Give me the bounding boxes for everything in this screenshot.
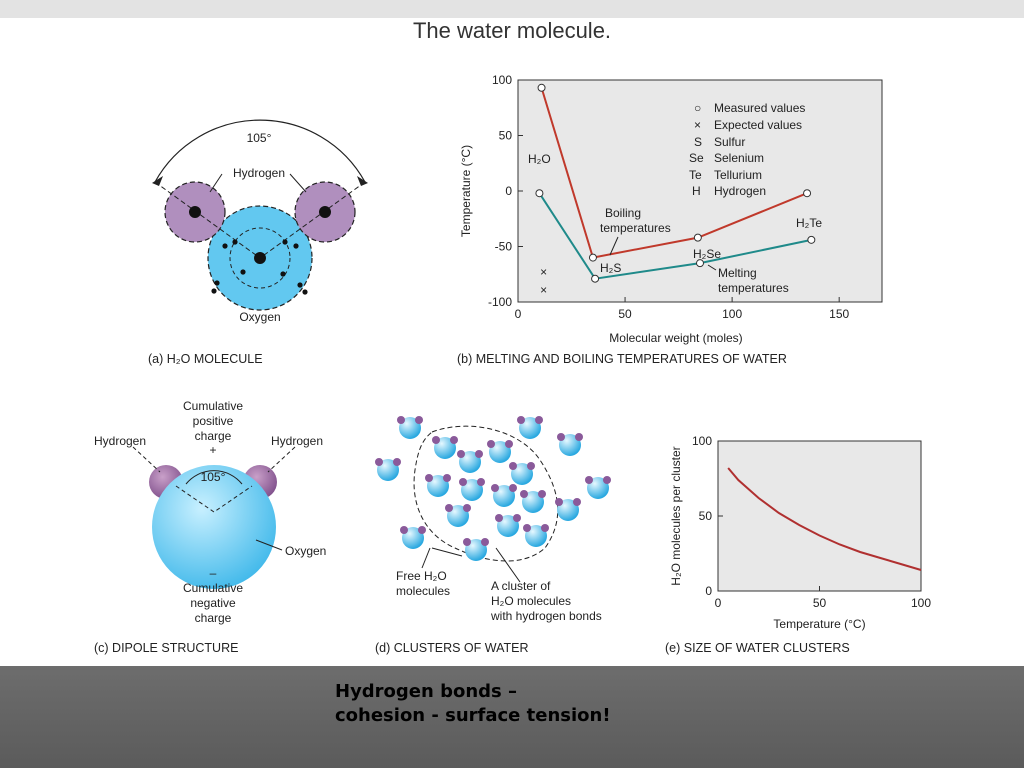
data-point [807, 235, 816, 244]
legend-text: Tellurium [714, 168, 762, 182]
slide-caption: Hydrogen bonds – cohesion - surface tens… [335, 680, 611, 728]
annot-h2s: H₂S [600, 261, 621, 275]
angle-arc [154, 119, 366, 183]
data-point [588, 253, 597, 262]
slide-title: The water molecule. [412, 18, 612, 43]
neg-charge-1: Cumulative [183, 581, 243, 595]
x-tick-label: 50 [813, 596, 827, 610]
minus-sign: – [210, 566, 217, 580]
angle-label-a: 105° [247, 131, 272, 145]
bottom-band [0, 666, 1024, 768]
cluster-label-2: H₂O molecules [491, 594, 571, 608]
series-line-cluster-size [727, 467, 922, 571]
oxygen-label-a: Oxygen [239, 310, 280, 324]
data-point [591, 274, 600, 283]
expected-point: × [540, 265, 547, 279]
slide-canvas: The water molecule. [0, 18, 1024, 666]
chart-e-plot-area [717, 440, 922, 592]
legend-text: Selenium [714, 151, 764, 165]
legend-symbol: Te [689, 168, 702, 182]
x-tick-label: 0 [515, 307, 522, 321]
chart-cluster-size: 100 50 00 50 100 Temperature (°C) H₂O molecule… [665, 434, 931, 655]
annot-h2o: H₂O [528, 152, 551, 166]
panel-d-clusters: Free H₂O molecules A cluster of H₂O mole… [375, 416, 611, 655]
panel-c-dipole: Cumulative positive charge + 105° Hydrog… [94, 399, 326, 655]
series-line-boiling [540, 87, 808, 259]
melting-label-1: Melting [718, 266, 757, 280]
x-axis-label: Temperature (°C) [773, 617, 865, 631]
plus-sign: + [209, 443, 216, 457]
x-tick-label: 100 [722, 307, 742, 321]
x-tick-label: 0 [715, 596, 722, 610]
angle-label-c: 105° [201, 470, 226, 484]
data-point [696, 259, 704, 268]
series-line-melting [538, 192, 812, 280]
figure: 105° [94, 73, 931, 655]
y-tick-label: 100 [492, 73, 512, 87]
panel-a-molecule: 105° [148, 119, 368, 366]
data-point [535, 189, 544, 198]
free-label-1: Free H₂O [396, 569, 447, 583]
melting-label-2: temperatures [718, 281, 789, 295]
boiling-label-2: temperatures [600, 221, 671, 235]
caption-b: (b) MELTING AND BOILING TEMPERATURES OF … [457, 352, 787, 366]
cluster-label-3: with hydrogen bonds [490, 609, 602, 623]
caption-e: (e) SIZE OF WATER CLUSTERS [665, 641, 850, 655]
annot-h2te: H₂Te [796, 216, 822, 230]
hydrogen-label-c-left: Hydrogen [94, 434, 146, 448]
hydrogen-label-c-right: Hydrogen [271, 434, 323, 448]
free-label-2: molecules [396, 584, 450, 598]
data-point [693, 233, 702, 242]
top-bar [0, 0, 1024, 18]
chart-b-legend: ○ Measured values × Expected values S Su… [689, 101, 805, 198]
y-tick-label: 0 [705, 584, 712, 598]
data-point [803, 189, 812, 198]
legend-symbol: × [694, 118, 701, 132]
pos-charge-2: positive [193, 414, 234, 428]
caption-c: (c) DIPOLE STRUCTURE [94, 641, 238, 655]
pos-charge-3: charge [195, 429, 232, 443]
boiling-label-1: Boiling [605, 206, 641, 220]
legend-text: Sulfur [714, 135, 745, 149]
x-tick-label: 50 [618, 307, 632, 321]
legend-symbol: ○ [694, 101, 701, 115]
legend-symbol: H [692, 184, 701, 198]
y-tick-label: 100 [692, 434, 712, 448]
y-tick-label: -50 [495, 240, 513, 254]
legend-text: Hydrogen [714, 184, 766, 198]
caption-a: (a) H₂O MOLECULE [148, 352, 263, 366]
y-tick-label: 50 [699, 509, 713, 523]
neg-charge-3: charge [195, 611, 232, 625]
annot-h2se: H₂Se [693, 247, 721, 261]
legend-text: Expected values [714, 118, 802, 132]
cluster-boundary [413, 425, 559, 562]
y-tick-label: -100 [488, 295, 512, 309]
caption-line-1: Hydrogen bonds – [335, 681, 518, 702]
legend-text: Measured values [714, 101, 805, 115]
y-axis-label: Temperature (°C) [459, 145, 473, 237]
y-tick-label: 0 [505, 184, 512, 198]
x-tick-label: 100 [911, 596, 931, 610]
x-tick-label: 150 [829, 307, 849, 321]
neg-charge-2: negative [190, 596, 236, 610]
oxygen-label-c: Oxygen [285, 544, 326, 558]
x-axis-label: Molecular weight (moles) [609, 331, 742, 345]
caption-line-2: cohesion - surface tension! [335, 705, 611, 726]
caption-d: (d) CLUSTERS OF WATER [375, 641, 528, 655]
pos-charge-1: Cumulative [183, 399, 243, 413]
hydrogen-label-a: Hydrogen [233, 166, 285, 180]
legend-symbol: S [694, 135, 702, 149]
expected-point: × [540, 283, 547, 297]
y-axis-label: H₂O molecules per cluster [669, 446, 683, 585]
cluster-label-1: A cluster of [491, 579, 551, 593]
legend-symbol: Se [689, 151, 704, 165]
data-point [537, 83, 546, 92]
oxygen-sphere [152, 465, 276, 589]
y-tick-label: 50 [499, 129, 513, 143]
